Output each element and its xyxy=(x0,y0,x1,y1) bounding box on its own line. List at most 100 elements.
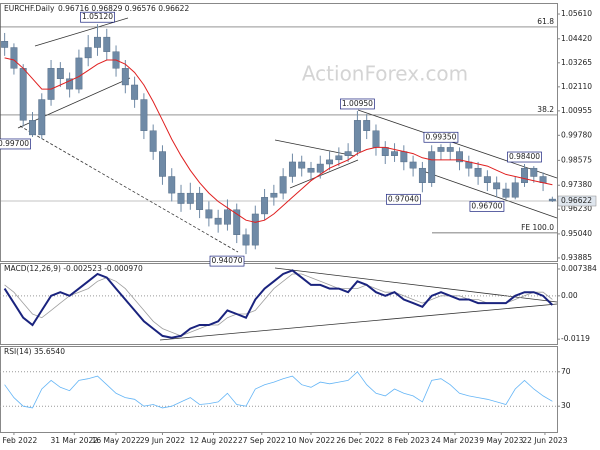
last-price-badge xyxy=(557,195,597,207)
candle-body xyxy=(270,192,278,198)
annotation-label: 0.99350 xyxy=(425,132,456,141)
y-tick-label: 0.00 xyxy=(561,291,578,300)
trend-line xyxy=(274,139,356,157)
y-tick-label: 0.98575 xyxy=(561,155,592,164)
y-tick-label: 1.03265 xyxy=(561,58,592,67)
candle-body xyxy=(409,161,417,169)
candle-body xyxy=(307,167,315,173)
y-tick-label: 0.96230 xyxy=(561,204,592,213)
rsi-title: RSI(14) 35.6540 xyxy=(4,347,65,356)
candle-body xyxy=(196,192,204,210)
candle-body xyxy=(66,78,74,90)
x-tick-label: 12 Aug 2022 xyxy=(189,436,237,445)
y-tick-label: 30 xyxy=(561,401,571,410)
annotation-label: 0.96700 xyxy=(471,201,502,210)
candle-body xyxy=(223,209,231,225)
y-tick-label: 1.04420 xyxy=(561,34,592,43)
candle-body xyxy=(493,182,501,190)
candle-body xyxy=(19,68,27,121)
y-tick-label: 0.99780 xyxy=(561,130,592,139)
candle-body xyxy=(288,161,296,177)
candle-body xyxy=(456,151,463,163)
level-label: 61.8 xyxy=(537,17,554,26)
candle-body xyxy=(94,36,101,48)
x-tick-label: 15 Feb 2022 xyxy=(0,436,37,445)
candle-body xyxy=(84,47,92,59)
candle-body xyxy=(1,41,9,48)
y-tick-label: 0.93885 xyxy=(561,253,592,262)
annotation-box xyxy=(0,138,31,150)
candle-body xyxy=(326,159,334,165)
moving-average xyxy=(4,57,553,223)
macd-title: MACD(12,26,9) -0.002523 -0.000970 xyxy=(4,264,143,273)
candle-body xyxy=(214,217,222,225)
candle-body xyxy=(75,57,83,90)
candle-body xyxy=(279,176,287,194)
candle-body xyxy=(29,120,36,136)
candle-body xyxy=(177,192,185,204)
candle-body xyxy=(233,209,241,235)
annotation-box xyxy=(80,11,115,23)
x-tick-label: 31 Mar 2022 xyxy=(50,436,98,445)
candle-body xyxy=(335,155,343,161)
annotation-label: 0.94070 xyxy=(212,256,243,265)
annotation-box xyxy=(209,255,245,267)
candle-body xyxy=(149,130,157,152)
y-tick-label: 1.05610 xyxy=(561,9,592,18)
x-tick-label: 26 Dec 2022 xyxy=(336,436,384,445)
x-tick-label: 9 May 2023 xyxy=(479,436,523,445)
y-tick-label: 0.95040 xyxy=(561,229,592,238)
candle-body xyxy=(140,99,148,131)
y-tick-label: 70 xyxy=(561,367,571,376)
candle-body xyxy=(242,234,250,246)
candle-body xyxy=(428,151,436,183)
macd-signal xyxy=(4,273,553,337)
last-price-label: 0.96622 xyxy=(561,196,592,205)
trend-line xyxy=(357,109,558,179)
annotation-box xyxy=(469,201,505,212)
price-panel xyxy=(0,3,558,262)
trend-line xyxy=(17,77,131,129)
candle-body xyxy=(400,151,408,163)
candle-body xyxy=(316,163,324,173)
watermark: ActionForex.com xyxy=(302,62,468,86)
candle-body xyxy=(372,130,380,148)
rsi-panel xyxy=(0,346,558,433)
candle-body xyxy=(521,167,528,183)
candle-body xyxy=(363,120,371,131)
trend-line xyxy=(419,169,558,219)
candle-body xyxy=(530,167,538,177)
y-tick-label: 1.00955 xyxy=(561,106,592,115)
candle-body xyxy=(548,198,556,202)
quote: 0.96716 0.96829 0.96576 0.96622 xyxy=(58,4,189,13)
x-tick-label: 27 Sep 2022 xyxy=(238,436,286,445)
trend-line xyxy=(159,303,558,341)
rsi-line xyxy=(4,371,553,409)
annotation-label: 1.05120 xyxy=(82,12,113,21)
candle-body xyxy=(353,120,361,152)
candle-body xyxy=(38,99,46,136)
level-label: FE 100.0 xyxy=(521,223,554,232)
candle-body xyxy=(10,47,18,69)
candle-body xyxy=(381,147,389,156)
annotation-label: 0.97040 xyxy=(388,194,419,203)
candle-body xyxy=(446,147,454,152)
trend-line xyxy=(289,159,359,189)
macd-line xyxy=(3,269,554,339)
candle-body xyxy=(103,36,111,52)
annotation-label: 1.00950 xyxy=(342,99,373,108)
annotation-label: 0.99700 xyxy=(0,139,29,148)
trend-line xyxy=(19,125,239,253)
annotation-box xyxy=(423,131,459,143)
annotation-box xyxy=(386,193,421,205)
candle-body xyxy=(437,147,445,152)
candle-body xyxy=(511,182,519,198)
x-tick-label: 16 May 2022 xyxy=(92,436,141,445)
candle-body xyxy=(121,68,129,86)
trend-line xyxy=(34,17,129,47)
x-tick-label: 22 Jun 2023 xyxy=(522,436,567,445)
candle-body xyxy=(186,192,194,204)
candle-body xyxy=(418,167,426,183)
